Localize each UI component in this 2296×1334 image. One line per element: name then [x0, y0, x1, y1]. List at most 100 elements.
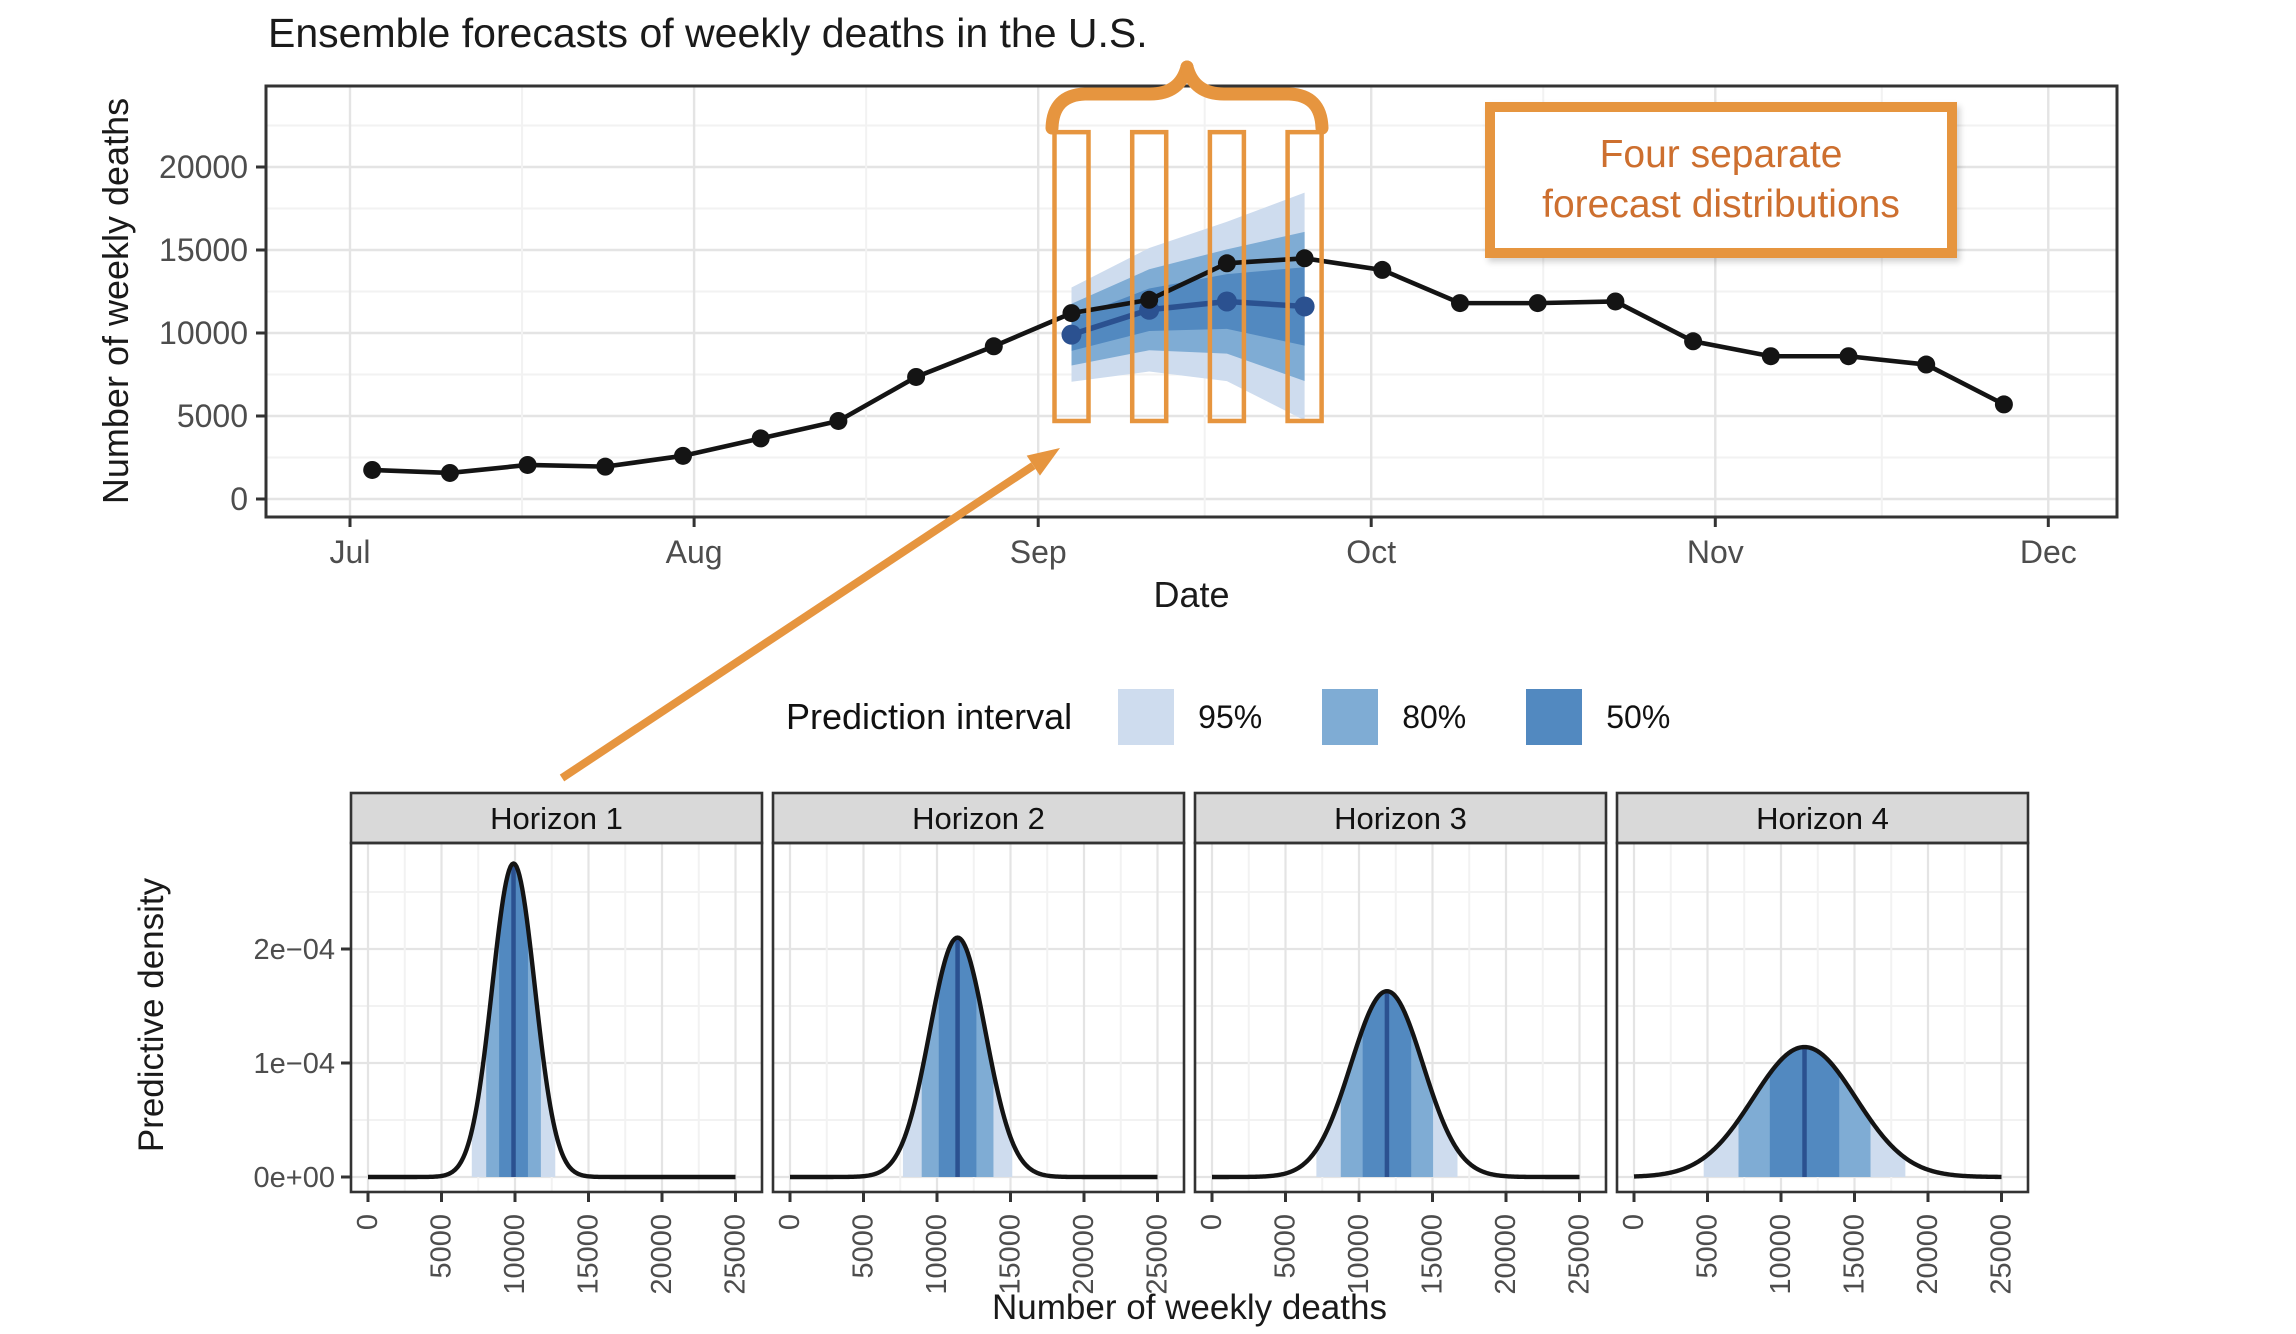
x-tick-label: 0 — [1618, 1214, 1650, 1230]
forecast-median-line — [1070, 298, 1305, 338]
observed-point — [363, 460, 382, 479]
observed-point — [1761, 347, 1780, 366]
x-tick-label: 15000 — [1839, 1214, 1871, 1295]
x-tick-label: 25000 — [720, 1214, 752, 1295]
annotation-line-1: Four separate — [1599, 133, 1843, 176]
x-tick-label: 25000 — [1986, 1214, 2018, 1295]
observed-point — [1917, 355, 1936, 374]
observed-point — [1606, 292, 1625, 311]
x-tick-label: 5000 — [848, 1214, 880, 1279]
annotation-box: Four separate forecast distributions — [1485, 102, 1957, 258]
observed-point — [1062, 304, 1081, 323]
annotation-arrow-shaft — [559, 462, 1036, 782]
observed-point — [1295, 249, 1314, 268]
observed-point — [1217, 254, 1236, 273]
observed-point — [984, 337, 1003, 356]
legend-label: 50% — [1606, 698, 1671, 735]
observed-point — [596, 457, 615, 476]
y-tick-label: 2e−04 — [254, 934, 335, 966]
legend-label: 95% — [1198, 698, 1263, 735]
x-tick-label: Nov — [1687, 534, 1744, 570]
density-panel-border — [1193, 841, 1608, 1194]
facet-label: Horizon 2 — [912, 801, 1045, 836]
facet-label: Horizon 4 — [1756, 801, 1889, 836]
legend-items: 95% 80% 50% — [1118, 689, 1730, 745]
forecast-point — [1294, 296, 1315, 317]
x-tick-label: 10000 — [1343, 1214, 1375, 1295]
x-tick-label: Jul — [330, 534, 371, 570]
y-tick-label: 0e+00 — [254, 1162, 335, 1194]
observed-point — [440, 463, 459, 482]
forecast-highlight-rect — [1285, 129, 1324, 424]
y-tick-label: 0 — [230, 481, 248, 517]
observed-point — [1451, 294, 1469, 313]
facet-strip — [1615, 791, 2030, 845]
annotation-arrow-head — [1026, 448, 1060, 476]
x-tick-label: 25000 — [1142, 1214, 1174, 1295]
observed-point — [1528, 294, 1547, 313]
x-tick-label: Sep — [1010, 534, 1067, 570]
density-panel-border — [771, 841, 1186, 1194]
observed-point — [1994, 395, 2013, 414]
x-tick-label: 15000 — [995, 1214, 1027, 1295]
x-tick-label: 5000 — [426, 1214, 458, 1279]
density-curve — [1211, 988, 1581, 1180]
observed-point — [1373, 260, 1392, 279]
legend-title: Prediction interval — [786, 696, 1073, 737]
facet-strip — [771, 791, 1186, 845]
fan-band-50 — [1071, 267, 1305, 351]
legend-item-95: 95% — [1118, 689, 1262, 745]
legend-swatch — [1322, 689, 1379, 745]
top-chart-y-axis-title: Number of weekly deaths — [95, 98, 136, 504]
density-y-axis-title: Predictive density — [132, 877, 171, 1152]
density-panel-border — [1615, 841, 2030, 1194]
y-tick-label: 10000 — [159, 315, 248, 351]
x-tick-label: 15000 — [1417, 1214, 1449, 1295]
x-tick-label: 10000 — [921, 1214, 953, 1295]
observed-point — [674, 446, 692, 465]
figure-title: Ensemble forecasts of weekly deaths in t… — [268, 10, 1148, 56]
observed-point — [751, 429, 770, 448]
density-curve — [1633, 1044, 2003, 1180]
x-tick-label: 5000 — [1692, 1214, 1724, 1279]
observed-point — [907, 367, 926, 386]
density-panel-border — [349, 841, 764, 1194]
x-tick-label: 20000 — [646, 1214, 678, 1295]
observed-point — [829, 411, 848, 430]
x-tick-label: 10000 — [499, 1214, 531, 1295]
y-tick-label: 5000 — [177, 398, 248, 434]
observed-point — [1839, 347, 1858, 366]
x-tick-label: 20000 — [1068, 1214, 1100, 1295]
facet-label: Horizon 3 — [1334, 801, 1467, 836]
forecast-highlight-rect — [1207, 129, 1247, 424]
density-curve — [789, 935, 1159, 1180]
forecast-point — [1061, 324, 1082, 345]
observed-point — [1140, 290, 1159, 309]
legend-swatch — [1526, 689, 1583, 745]
forecast-highlight-rect — [1129, 129, 1169, 424]
x-tick-label: 15000 — [573, 1214, 605, 1295]
observed-point — [1684, 332, 1703, 351]
legend-label: 80% — [1402, 698, 1467, 735]
x-tick-label: 0 — [774, 1214, 806, 1230]
y-tick-label: 20000 — [159, 149, 248, 185]
x-tick-label: 5000 — [1270, 1214, 1302, 1279]
y-tick-label: 1e−04 — [254, 1048, 335, 1080]
x-tick-label: Dec — [2020, 534, 2077, 570]
legend-item-50: 50% — [1526, 689, 1670, 745]
density-x-axis-title: Number of weekly deaths — [992, 1288, 1387, 1327]
legend-swatch — [1118, 689, 1175, 745]
annotation-line-2: forecast distributions — [1542, 183, 1900, 226]
x-tick-label: Oct — [1346, 534, 1396, 570]
x-tick-label: Aug — [666, 534, 723, 570]
top-chart-x-axis-title: Date — [1153, 574, 1230, 615]
x-tick-label: 20000 — [1490, 1214, 1522, 1295]
forecast-point — [1216, 291, 1237, 312]
observed-line — [372, 255, 2005, 476]
prediction-interval-legend: Prediction interval 95% 80% 50% — [786, 686, 1730, 748]
brace-right-half — [1180, 60, 1329, 135]
x-tick-label: 20000 — [1912, 1214, 1944, 1295]
x-tick-label: 0 — [352, 1214, 384, 1230]
x-tick-label: 25000 — [1564, 1214, 1596, 1295]
